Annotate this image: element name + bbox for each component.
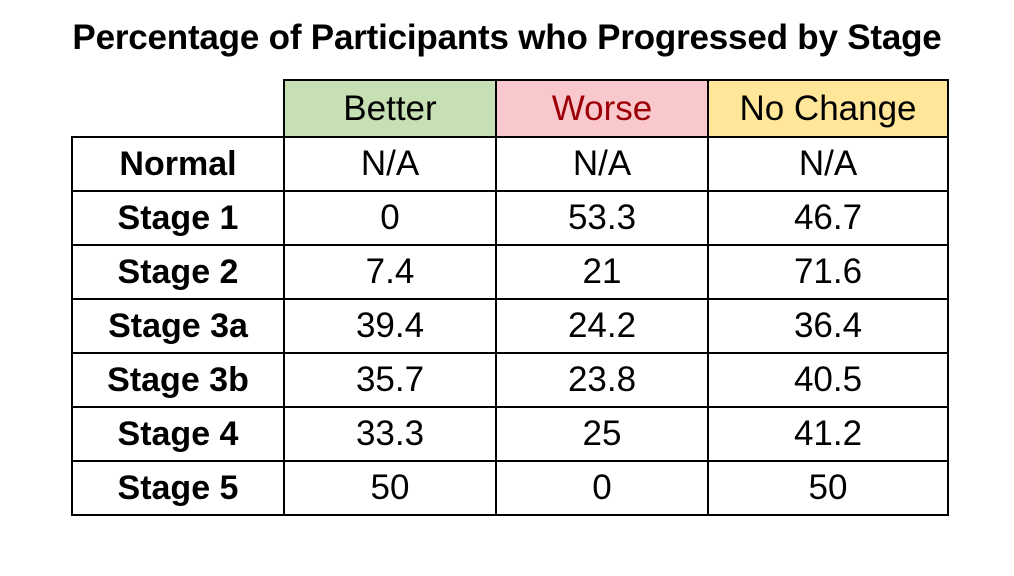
table-cell: 50 xyxy=(283,460,497,516)
corner-cell xyxy=(72,80,285,138)
row-label: Stage 2 xyxy=(71,244,285,300)
row-label: Stage 3b xyxy=(71,352,285,408)
table-cell: 50 xyxy=(707,460,949,516)
table-cell: 33.3 xyxy=(283,406,497,462)
table-cell: N/A xyxy=(495,136,709,192)
table-row: Stage 2 7.4 21 71.6 xyxy=(71,244,949,300)
row-label: Stage 5 xyxy=(71,460,285,516)
table-cell: N/A xyxy=(283,136,497,192)
table-title: Percentage of Participants who Progresse… xyxy=(72,18,942,57)
table-cell: 40.5 xyxy=(707,352,949,408)
table-cell: 21 xyxy=(495,244,709,300)
table-cell: 35.7 xyxy=(283,352,497,408)
table-cell: 36.4 xyxy=(707,298,949,354)
table-cell: 23.8 xyxy=(495,352,709,408)
table-cell: 71.6 xyxy=(707,244,949,300)
table-row: Stage 4 33.3 25 41.2 xyxy=(71,406,949,462)
progression-table: Better Worse No Change Normal N/A N/A N/A St… xyxy=(71,79,949,516)
table-row: Stage 1 0 53.3 46.7 xyxy=(71,190,949,246)
table-cell: 7.4 xyxy=(283,244,497,300)
table-row: Normal N/A N/A N/A xyxy=(71,136,949,192)
table-cell: 0 xyxy=(283,190,497,246)
row-label: Stage 3a xyxy=(71,298,285,354)
column-header-worse: Worse xyxy=(495,79,709,138)
table-row: Stage 3b 35.7 23.8 40.5 xyxy=(71,352,949,408)
row-label: Normal xyxy=(71,136,285,192)
table-cell: 41.2 xyxy=(707,406,949,462)
row-label: Stage 1 xyxy=(71,190,285,246)
table-cell: 0 xyxy=(495,460,709,516)
column-header-no-change: No Change xyxy=(707,79,949,138)
table-cell: N/A xyxy=(707,136,949,192)
row-label: Stage 4 xyxy=(71,406,285,462)
column-header-better: Better xyxy=(283,79,497,138)
table-row: Stage 5 50 0 50 xyxy=(71,460,949,516)
table-row: Stage 3a 39.4 24.2 36.4 xyxy=(71,298,949,354)
table-cell: 39.4 xyxy=(283,298,497,354)
table-cell: 24.2 xyxy=(495,298,709,354)
header-row: Better Worse No Change xyxy=(72,79,949,138)
table-cell: 25 xyxy=(495,406,709,462)
table-cell: 53.3 xyxy=(495,190,709,246)
table-cell: 46.7 xyxy=(707,190,949,246)
